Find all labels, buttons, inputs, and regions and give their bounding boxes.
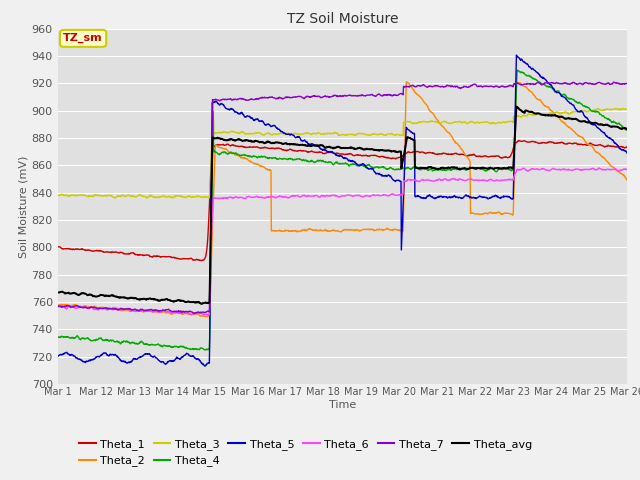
Theta_1 (515, 138, 523, 144)
Theta_3 (65, 193, 72, 199)
Line: Theta_avg: Theta_avg (58, 107, 627, 304)
Theta_2 (156, 309, 163, 315)
Theta_7 (587, 81, 595, 86)
Legend: Theta_1, Theta_2, Theta_3, Theta_4, Theta_5, Theta_6, Theta_7, Theta_avg: Theta_1, Theta_2, Theta_3, Theta_4, Thet… (74, 434, 536, 471)
Theta_avg (447, 165, 454, 171)
Theta_1 (346, 151, 353, 157)
Theta_avg (54, 289, 61, 295)
Theta_2 (346, 227, 353, 232)
Theta_avg (346, 145, 353, 151)
Theta_6 (447, 177, 454, 182)
Theta_7 (609, 79, 617, 85)
Theta_7 (156, 308, 163, 314)
Theta_avg (65, 290, 72, 296)
Theta_5 (312, 143, 319, 149)
Theta_avg (198, 301, 205, 307)
Theta_6 (623, 167, 631, 173)
Theta_3 (346, 132, 353, 137)
Theta_5 (65, 351, 72, 357)
Theta_1 (588, 141, 595, 146)
Theta_3 (156, 194, 164, 200)
Theta_7 (54, 303, 61, 309)
Theta_3 (447, 120, 454, 126)
Line: Theta_2: Theta_2 (58, 82, 627, 317)
Theta_avg (623, 126, 631, 132)
Theta_3 (312, 131, 320, 137)
Theta_6 (156, 310, 163, 315)
Theta_6 (54, 303, 61, 309)
Theta_1 (198, 258, 205, 264)
Theta_3 (209, 101, 217, 107)
Theta_1 (623, 144, 631, 150)
Theta_2 (54, 302, 61, 308)
Theta_5 (513, 52, 520, 58)
Theta_4 (346, 163, 353, 169)
Theta_7 (191, 311, 198, 316)
Theta_avg (312, 143, 319, 148)
Theta_5 (156, 358, 163, 363)
Theta_4 (312, 159, 319, 165)
X-axis label: Time: Time (329, 399, 356, 409)
Theta_6 (205, 312, 213, 318)
Theta_3 (143, 195, 150, 201)
Theta_1 (312, 149, 319, 155)
Y-axis label: Soil Moisture (mV): Soil Moisture (mV) (19, 155, 29, 258)
Theta_7 (623, 81, 631, 86)
Line: Theta_6: Theta_6 (58, 168, 627, 315)
Theta_5 (54, 354, 61, 360)
Theta_4 (623, 127, 631, 132)
Line: Theta_5: Theta_5 (58, 55, 627, 366)
Theta_4 (65, 334, 72, 340)
Theta_3 (54, 192, 61, 198)
Theta_avg (588, 120, 595, 126)
Line: Theta_3: Theta_3 (58, 104, 627, 198)
Theta_2 (447, 132, 454, 138)
Line: Theta_4: Theta_4 (58, 70, 627, 350)
Theta_avg (513, 104, 520, 109)
Theta_1 (54, 244, 61, 250)
Text: TZ_sm: TZ_sm (63, 33, 103, 44)
Theta_7 (346, 92, 353, 98)
Theta_7 (447, 84, 454, 89)
Theta_2 (588, 143, 595, 149)
Theta_7 (312, 93, 319, 99)
Theta_4 (447, 168, 454, 173)
Theta_avg (156, 298, 163, 303)
Theta_6 (65, 304, 72, 310)
Theta_6 (587, 166, 595, 172)
Theta_4 (514, 67, 522, 73)
Line: Theta_7: Theta_7 (58, 82, 627, 313)
Theta_1 (65, 246, 72, 252)
Theta_2 (623, 177, 631, 183)
Line: Theta_1: Theta_1 (58, 141, 627, 261)
Theta_7 (65, 303, 72, 309)
Theta_5 (623, 150, 631, 156)
Theta_5 (588, 121, 595, 127)
Theta_2 (65, 302, 72, 308)
Theta_6 (346, 192, 353, 198)
Theta_2 (204, 314, 211, 320)
Theta_3 (588, 108, 595, 114)
Theta_2 (403, 79, 410, 84)
Title: TZ Soil Moisture: TZ Soil Moisture (287, 12, 398, 26)
Theta_5 (447, 195, 454, 201)
Theta_1 (156, 253, 163, 259)
Theta_6 (312, 192, 319, 198)
Theta_5 (201, 363, 209, 369)
Theta_4 (54, 334, 61, 339)
Theta_4 (202, 347, 209, 353)
Theta_3 (623, 106, 631, 112)
Theta_4 (156, 342, 163, 348)
Theta_6 (595, 165, 602, 171)
Theta_4 (588, 108, 595, 114)
Theta_5 (346, 157, 353, 163)
Theta_2 (312, 227, 319, 233)
Theta_1 (447, 151, 454, 157)
